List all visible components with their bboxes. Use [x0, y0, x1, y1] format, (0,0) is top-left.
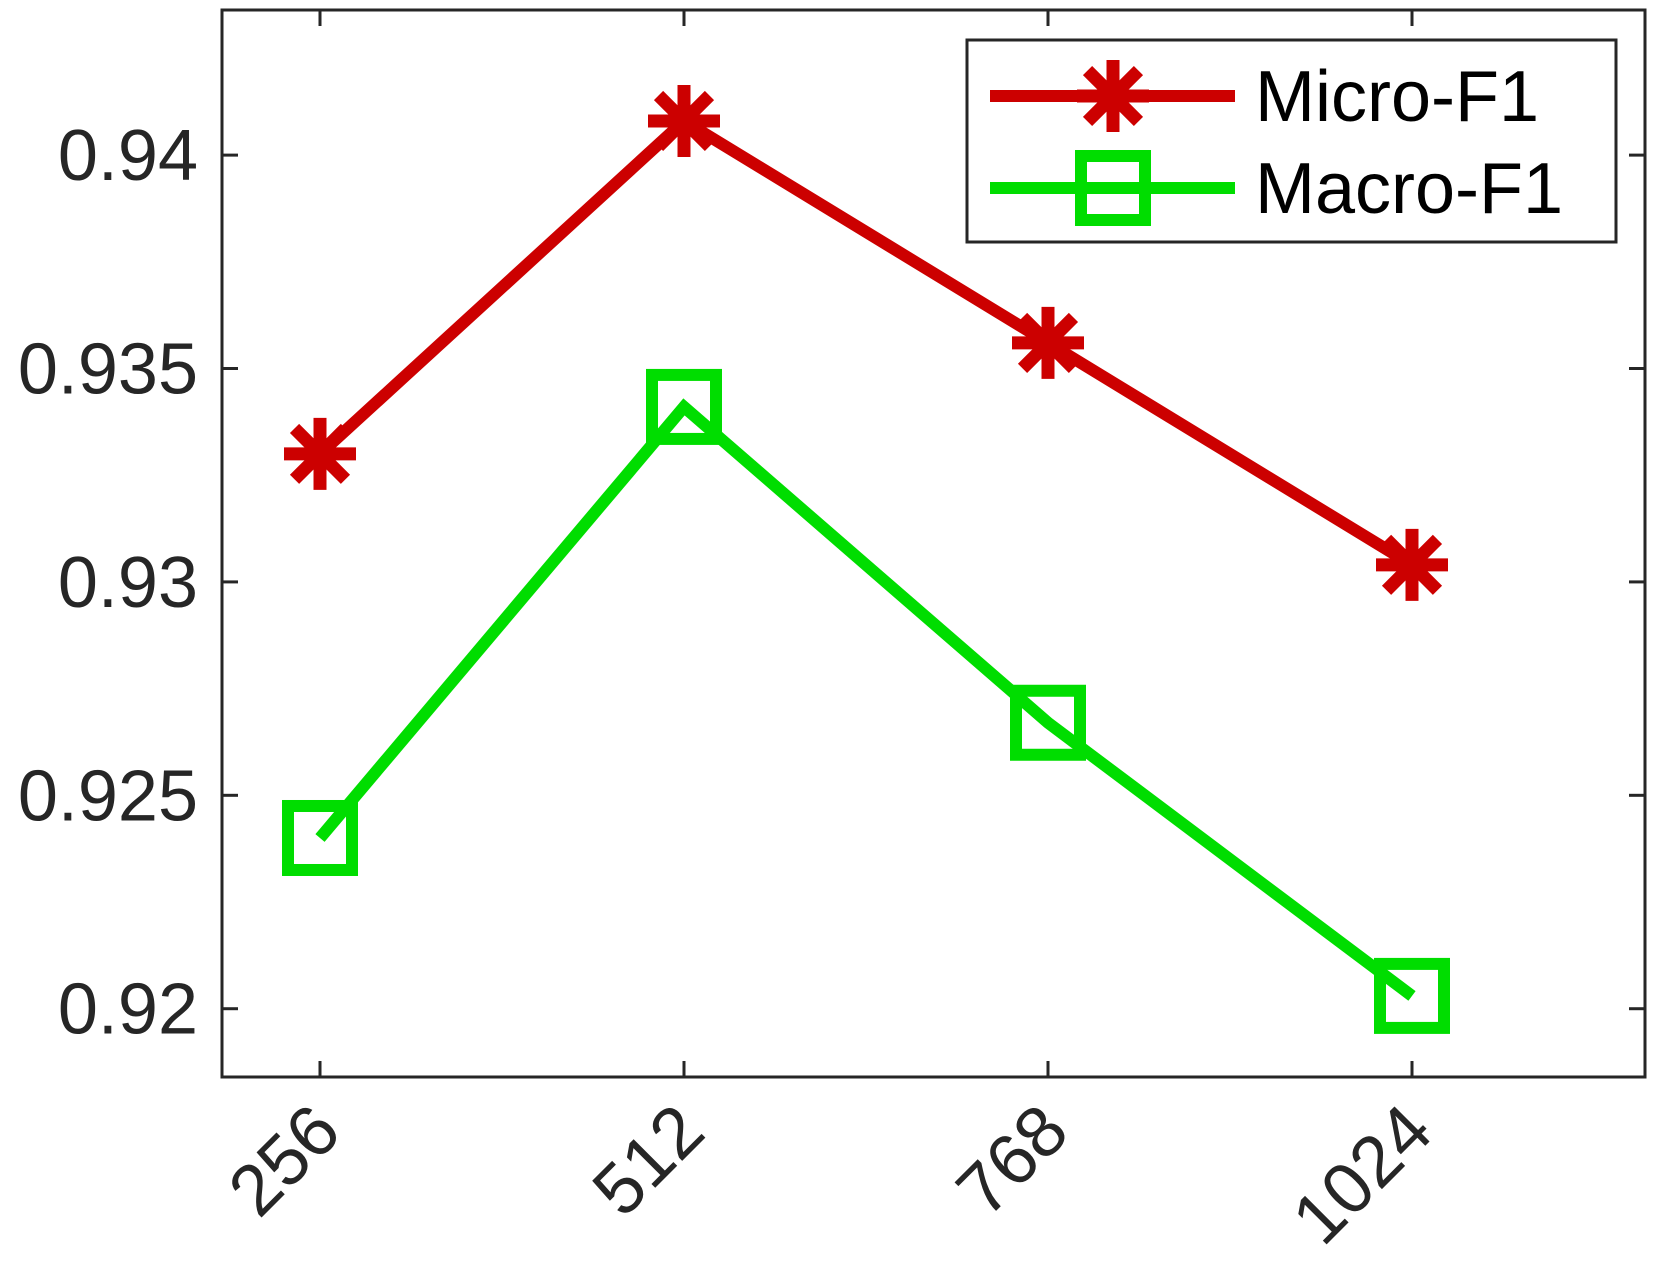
series-line [315, 398, 1416, 1001]
series-macro-f1 [282, 368, 1450, 1034]
data-point [648, 84, 720, 157]
data-point [284, 417, 356, 490]
legend-marker [1077, 60, 1149, 132]
data-point [646, 368, 722, 445]
asterisk-marker-stroke [289, 423, 351, 484]
asterisk-marker-stroke [653, 90, 715, 152]
data-point [1012, 306, 1084, 379]
square-marker [1075, 150, 1151, 226]
data-point [1374, 957, 1450, 1034]
square-marker [1374, 957, 1450, 1034]
y-tick-label: 0.93 [58, 543, 198, 623]
x-tick-label: 768 [942, 1090, 1084, 1232]
series-micro-f1 [284, 84, 1448, 601]
axes: 0.92 0.925 0.93 0.935 0.94 256 512 768 1024 [18, 10, 1645, 1260]
square-marker [646, 368, 722, 445]
x-tick-label: 512 [578, 1090, 720, 1232]
asterisk-marker-stroke [1381, 534, 1443, 595]
square-marker [1010, 684, 1086, 761]
legend-entry: Macro-F1 [990, 149, 1563, 229]
asterisk-marker-stroke [1082, 65, 1144, 127]
legend-entry: Micro-F1 [990, 57, 1539, 137]
data-point [1376, 528, 1448, 601]
x-tick-label: 256 [214, 1090, 356, 1232]
series-layer [282, 84, 1450, 1034]
y-tick-label: 0.925 [18, 756, 198, 836]
square-marker [282, 799, 358, 876]
y-tick-label: 0.94 [58, 116, 198, 196]
series-line [315, 113, 1416, 570]
y-tick-label: 0.92 [58, 970, 198, 1050]
data-point [1010, 684, 1086, 761]
asterisk-marker-stroke [1017, 312, 1079, 373]
legend-label: Micro-F1 [1255, 57, 1539, 137]
legend-marker [1075, 150, 1151, 226]
legend-label: Macro-F1 [1255, 149, 1563, 229]
legend: Micro-F1 Macro-F1 [965, 38, 1618, 244]
x-tick-label: 1024 [1277, 1090, 1447, 1260]
y-tick-label: 0.935 [18, 330, 198, 410]
data-point [282, 799, 358, 876]
